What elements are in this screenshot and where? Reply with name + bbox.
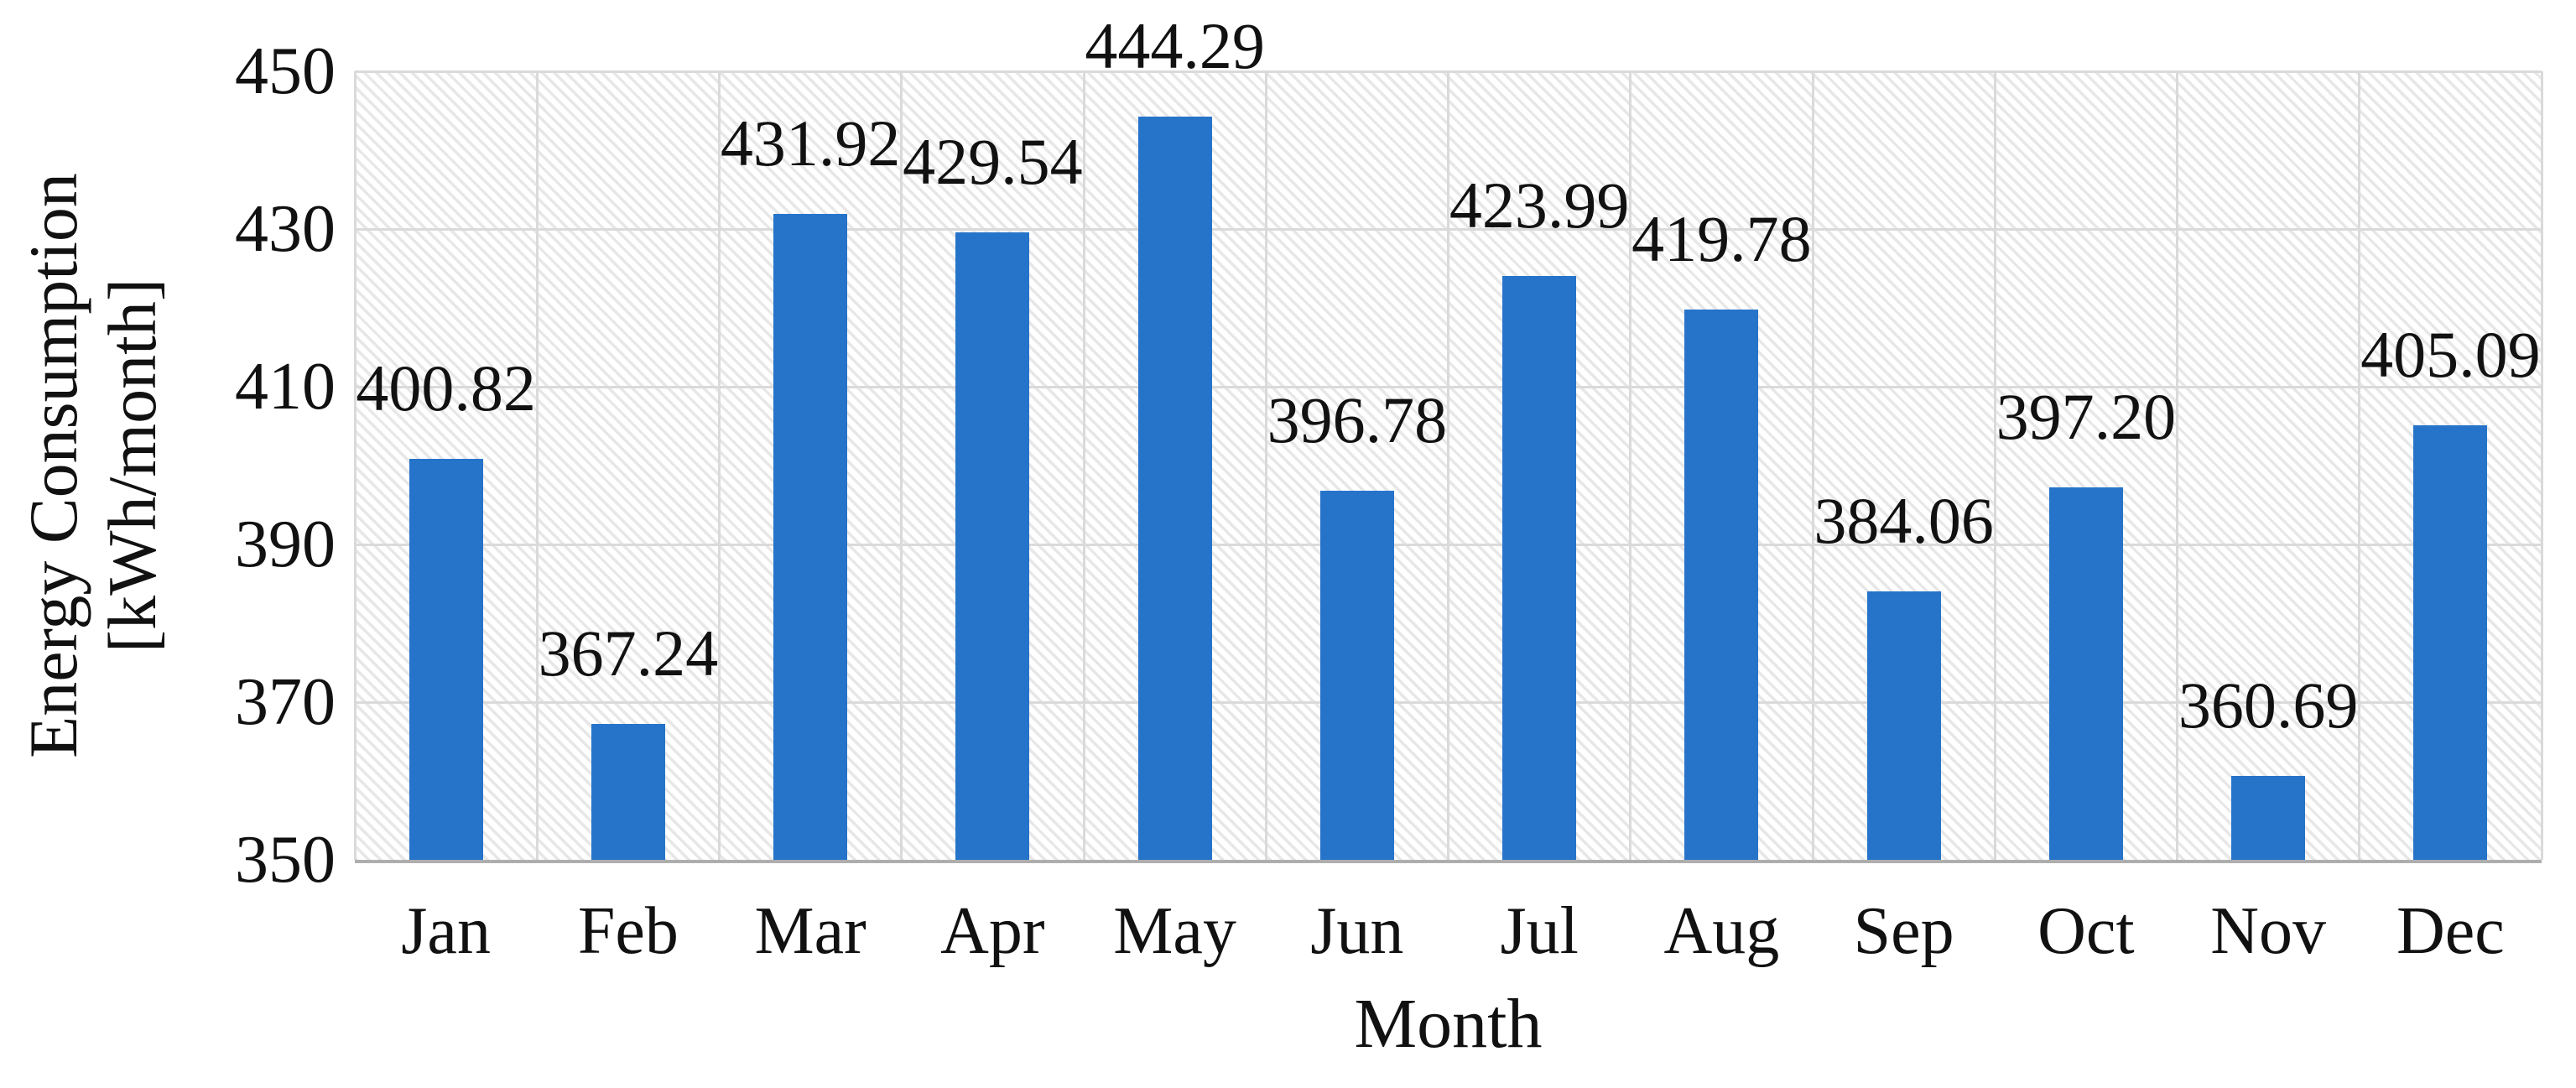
gridline-vertical <box>2540 71 2543 860</box>
x-tick-label-nov: Nov <box>2210 894 2327 968</box>
gridline-vertical <box>1629 71 1632 860</box>
data-label-jul: 423.99 <box>1449 169 1630 242</box>
gridline-vertical <box>2358 71 2361 860</box>
bar-apr <box>955 232 1030 860</box>
data-label-oct: 397.20 <box>1996 380 2177 454</box>
bar-dec <box>2413 425 2488 860</box>
data-label-mar: 431.92 <box>720 106 901 180</box>
y-axis-title-line1: Energy Consumption <box>15 173 91 758</box>
gridline-vertical <box>900 71 903 860</box>
gridline-vertical <box>353 71 356 860</box>
x-tick-label-aug: Aug <box>1663 894 1780 968</box>
bar-mar <box>773 213 848 860</box>
data-label-may: 444.29 <box>1085 8 1265 82</box>
bar-may <box>1137 116 1212 860</box>
bar-oct <box>2048 487 2123 860</box>
bar-aug <box>1684 310 1759 860</box>
bar-sep <box>1866 591 1941 860</box>
gridline-vertical <box>718 71 721 860</box>
x-tick-label-oct: Oct <box>2037 894 2135 968</box>
y-tick-label: 370 <box>235 665 336 739</box>
y-tick-label: 390 <box>235 508 336 581</box>
gridline-vertical <box>2176 71 2178 860</box>
gridline-vertical <box>1082 71 1085 860</box>
y-tick-label: 350 <box>235 823 336 897</box>
x-tick-label-mar: Mar <box>754 894 866 968</box>
gridline-vertical <box>535 71 539 860</box>
gridline-vertical <box>1811 71 1814 860</box>
data-label-jun: 396.78 <box>1267 383 1448 457</box>
y-tick-label: 430 <box>235 192 336 266</box>
y-axis-title: Energy Consumption [kWh/month] <box>14 71 174 860</box>
x-tick-label-may: May <box>1113 894 1236 968</box>
data-label-jan: 400.82 <box>356 351 536 425</box>
data-label-aug: 419.78 <box>1631 202 1812 276</box>
x-tick-label-dec: Dec <box>2396 894 2505 968</box>
x-tick-label-feb: Feb <box>577 894 679 968</box>
y-tick-label: 410 <box>235 350 336 424</box>
y-axis-title-line2: [kWh/month] <box>94 278 170 653</box>
x-tick-label-jul: Jul <box>1500 894 1579 968</box>
bar-jul <box>1502 276 1577 860</box>
data-label-feb: 367.24 <box>538 616 719 690</box>
x-tick-label-jun: Jun <box>1310 894 1404 968</box>
y-tick-label: 450 <box>235 34 336 108</box>
x-tick-label-apr: Apr <box>940 894 1045 968</box>
x-axis-line <box>355 860 2542 863</box>
gridline-vertical <box>1993 71 1996 860</box>
x-tick-label-jan: Jan <box>401 894 491 968</box>
bar-nov <box>2231 775 2306 860</box>
x-tick-label-sep: Sep <box>1853 894 1954 968</box>
gridline-vertical <box>1447 71 1449 860</box>
data-label-nov: 360.69 <box>2178 668 2359 742</box>
data-label-sep: 384.06 <box>1814 483 1994 557</box>
bar-jan <box>409 459 483 860</box>
bar-jun <box>1319 491 1394 860</box>
data-label-dec: 405.09 <box>2360 318 2541 392</box>
x-axis-title: Month <box>1354 985 1543 1063</box>
gridline-vertical <box>1264 71 1267 860</box>
data-label-apr: 429.54 <box>903 125 1083 199</box>
bar-feb <box>591 723 665 860</box>
